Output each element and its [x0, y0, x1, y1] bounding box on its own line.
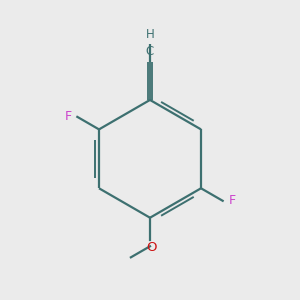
- Text: O: O: [146, 241, 157, 254]
- Text: F: F: [229, 194, 236, 207]
- Text: H: H: [146, 28, 154, 41]
- Text: F: F: [64, 110, 71, 123]
- Text: C: C: [146, 45, 154, 58]
